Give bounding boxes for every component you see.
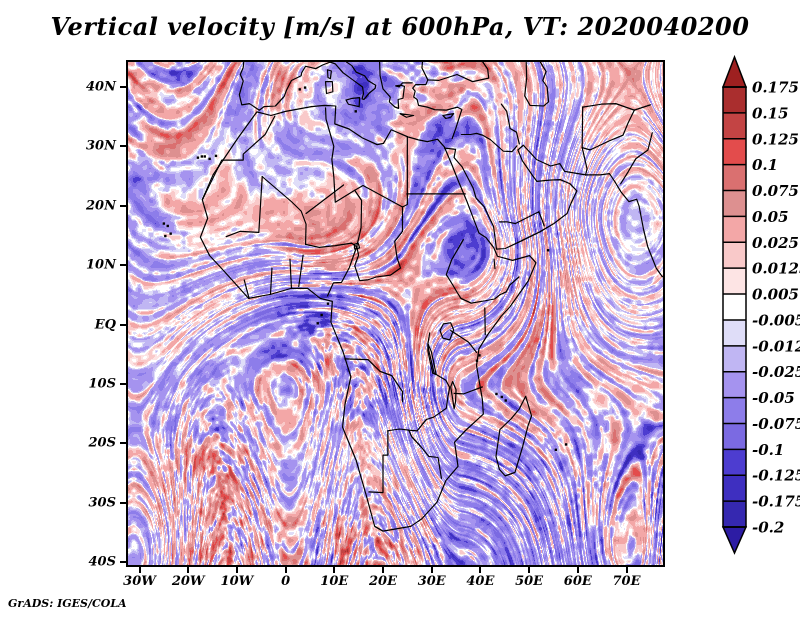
x-tick (430, 567, 433, 573)
grads-attribution: GrADS: IGES/COLA (8, 597, 127, 610)
y-tick-label: 20N (86, 198, 116, 214)
colorbar-box (723, 242, 746, 269)
colorbar-tick-label: 0.005 (752, 286, 799, 304)
colorbar-box (723, 449, 746, 476)
colorbar-box (723, 371, 746, 398)
colorbar-box (723, 216, 746, 243)
colorbar: 0.175 0.15 0.125 0.1 0.075 0.05 0.025 0.0125 0.0… (721, 54, 800, 555)
colorbar-box (723, 268, 746, 295)
chart-title: Vertical velocity [m/s] at 600hPa, VT: 2… (50, 12, 750, 41)
y-tick-label: EQ (94, 317, 116, 332)
colorbar-tick-label: -0.025 (752, 363, 800, 381)
colorbar-box (723, 87, 746, 113)
colorbar-box (723, 112, 746, 139)
x-tick (138, 567, 141, 573)
y-tick (120, 145, 126, 148)
colorbar-tick-label: 0.175 (752, 79, 799, 97)
y-tick-label: 30N (86, 138, 116, 154)
y-tick (120, 264, 126, 267)
colorbar-box (723, 294, 746, 320)
x-tick-label: 10E (320, 574, 349, 589)
x-tick-label: 10W (220, 574, 254, 589)
x-tick (284, 567, 287, 573)
y-tick-label: 30S (88, 495, 116, 511)
y-tick-label: 10N (86, 257, 116, 273)
colorbar-tick-label: 0.05 (752, 208, 789, 226)
y-tick (120, 204, 126, 207)
x-tick (187, 567, 190, 573)
colorbar-box (723, 501, 746, 527)
colorbar-tick-label: -0.125 (752, 467, 800, 485)
colorbar-tick-label: -0.005 (752, 311, 800, 329)
colorbar-box (723, 475, 746, 502)
x-tick (382, 567, 384, 573)
y-tick (120, 86, 126, 88)
colorbar-tick-label: -0.0125 (752, 337, 800, 355)
x-tick-label: 60E (563, 574, 592, 589)
x-tick (576, 567, 579, 573)
y-tick-label: 10S (88, 376, 116, 392)
colorbar-tick-label: -0.175 (752, 493, 800, 511)
y-tick (120, 382, 126, 385)
colorbar-tick-label: 0.125 (752, 130, 799, 148)
y-tick (120, 561, 126, 563)
colorbar-box (723, 138, 746, 165)
x-tick (625, 567, 628, 573)
x-tick-label: 0 (281, 574, 291, 589)
colorbar-tick-label: -0.1 (752, 441, 784, 459)
colorbar-box (723, 164, 746, 191)
x-tick (235, 567, 238, 573)
colorbar-tick-label: 0.0125 (752, 260, 800, 278)
colorbar-tick-label: 0.1 (752, 156, 778, 174)
y-tick-label: 40N (86, 79, 116, 95)
x-tick-label: 50E (515, 574, 544, 589)
colorbar-box (723, 190, 746, 217)
map-frame (126, 60, 665, 567)
colorbar-box (723, 397, 746, 424)
y-tick (120, 501, 126, 504)
y-tick (120, 442, 126, 445)
y-tick-label: 20S (88, 435, 116, 451)
x-tick-label: 70E (612, 574, 641, 589)
colorbar-box (723, 345, 746, 372)
vertical-velocity-map (128, 62, 663, 565)
colorbar-tick-label: 0.075 (752, 182, 799, 200)
colorbar-box (723, 423, 746, 450)
colorbar-tick-label: -0.2 (752, 518, 784, 536)
x-tick-label: 20E (369, 574, 397, 589)
x-tick (333, 567, 336, 573)
colorbar-tick-label: 0.025 (752, 234, 799, 252)
x-tick (479, 567, 482, 573)
x-tick-label: 20W (171, 574, 205, 589)
colorbar-tick-label: 0.15 (752, 104, 789, 122)
x-tick-label: 30E (417, 574, 446, 589)
x-tick-label: 30W (123, 574, 156, 589)
colorbar-arrow-down (721, 526, 748, 555)
colorbar-tick-label: -0.05 (752, 389, 795, 407)
x-tick (528, 567, 531, 573)
colorbar-arrow-up (721, 54, 748, 88)
y-tick-label: 40S (88, 554, 116, 570)
x-tick-label: 40E (466, 574, 495, 589)
colorbar-box (723, 319, 746, 346)
colorbar-tick-label: -0.075 (752, 415, 800, 433)
y-tick (120, 323, 126, 326)
